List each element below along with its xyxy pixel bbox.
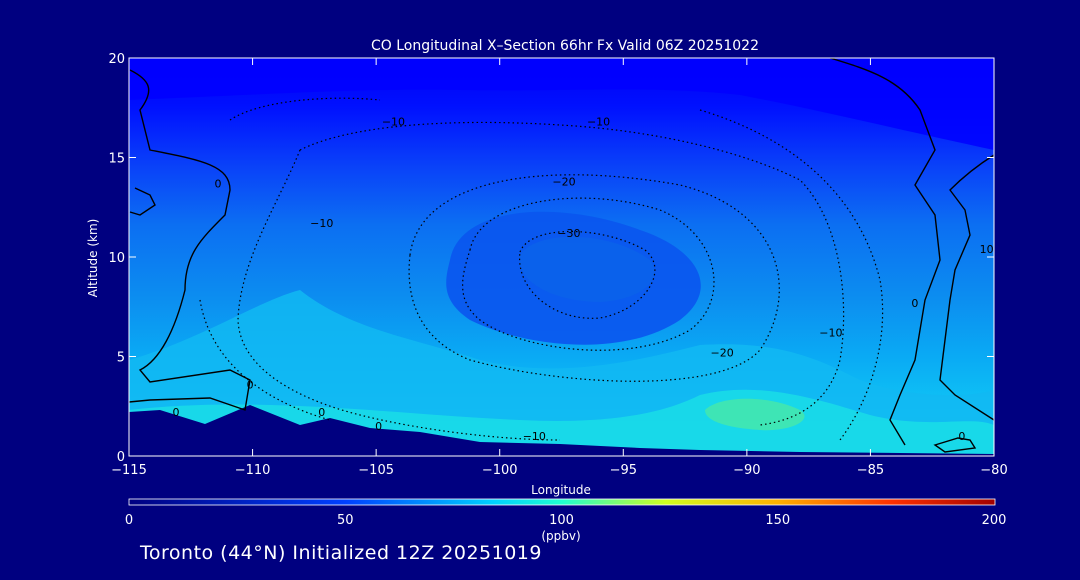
contour-label: −20 [711, 347, 734, 360]
y-tick-label: 5 [117, 351, 125, 366]
chart-title: CO Longitudinal X–Section 66hr Fx Valid … [371, 38, 759, 54]
co-core-anomaly [519, 236, 655, 302]
contour-label: 0 [958, 430, 965, 443]
contour-zero-box [933, 437, 977, 453]
contour-minus20-outer [408, 174, 780, 382]
footer-caption: Toronto (44°N) Initialized 12Z 20251019 [140, 542, 542, 564]
contour-label: −10 [523, 430, 546, 443]
contour-minus10-upper [299, 121, 845, 426]
x-tick-label: −115 [111, 463, 147, 478]
contour-label: 0 [375, 420, 382, 433]
x-axis-label: Longitude [531, 483, 591, 497]
y-tick-label: 10 [108, 251, 125, 266]
colorbar-tick-label: 100 [549, 513, 574, 528]
y-tick-label: 0 [117, 450, 125, 465]
terrain [129, 405, 994, 456]
contour-label: −10 [310, 217, 333, 230]
y-tick-label: 15 [108, 152, 125, 167]
colorbar-tick-label: 200 [982, 513, 1007, 528]
contour-outer-right [699, 109, 884, 441]
x-tick-label: −90 [733, 463, 760, 478]
contour-label: 0 [911, 297, 918, 310]
contour-label: 0 [214, 177, 221, 190]
contour-zero-left [129, 69, 251, 411]
colorbar-ticks: 0 50 100 150 200 [125, 513, 1007, 528]
colorbar-tick-label: 0 [125, 513, 133, 528]
contour-ten-right [939, 154, 994, 421]
co-upper-low-band [129, 58, 994, 150]
contour-zero-small [129, 187, 156, 216]
contour-minus20-inner [462, 197, 715, 351]
contour-labels: −10 −10 −20 −30 −10 0 0 0 0 0 −10 −20 −10 0 10 0 [172, 116, 993, 443]
y-tick-label: 20 [108, 52, 125, 67]
contour-lines [129, 58, 994, 453]
x-axis: −115 −110 −105 −100 −95 −90 −85 −80 [111, 58, 1008, 478]
colorbar [128, 498, 996, 506]
contour-label: −30 [557, 227, 580, 240]
x-tick-label: −100 [482, 463, 518, 478]
x-tick-label: −95 [610, 463, 637, 478]
contour-minus30 [519, 230, 656, 319]
contour-label: 10 [980, 243, 994, 256]
colorbar-tick-label: 50 [337, 513, 354, 528]
contour-label: −10 [587, 116, 610, 129]
co-plume [705, 398, 805, 431]
colorbar-tick-label: 150 [765, 513, 790, 528]
plot-field [129, 58, 994, 456]
contour-label: 0 [318, 406, 325, 419]
colorbar-unit-label: (ppbv) [541, 529, 580, 543]
contour-label: −10 [819, 327, 842, 340]
contour-label: 0 [247, 378, 254, 391]
contour-label: 0 [172, 406, 179, 419]
x-tick-label: −80 [980, 463, 1007, 478]
y-axis: 0 5 10 15 20 [108, 52, 994, 465]
x-tick-label: −110 [235, 463, 271, 478]
contour-label: −10 [382, 116, 405, 129]
x-tick-label: −85 [857, 463, 884, 478]
x-tick-label: −105 [358, 463, 394, 478]
contour-outer-left [199, 97, 381, 421]
contour-label: −20 [552, 175, 575, 188]
contour-zero-right [829, 58, 941, 446]
y-axis-label: Altitude (km) [86, 219, 100, 298]
